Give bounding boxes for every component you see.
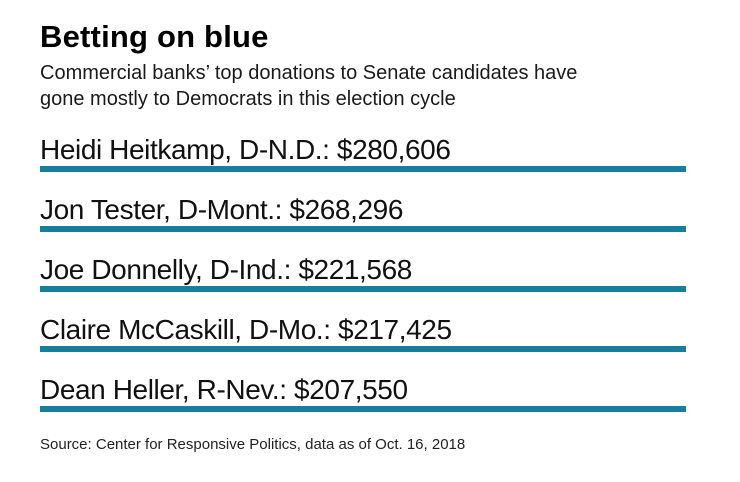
donation-row: Dean Heller, R-Nev.: $207,550 [40,376,686,412]
donation-row: Joe Donnelly, D-Ind.: $221,568 [40,256,686,292]
donation-row: Heidi Heitkamp, D-N.D.: $280,606 [40,136,686,172]
donation-row-label: Claire McCaskill, D-Mo.: $217,425 [40,314,452,345]
chart-title: Betting on blue [40,19,269,54]
divider-rule [40,226,686,232]
donation-row-label: Joe Donnelly, D-Ind.: $221,568 [40,254,412,285]
chart-subtitle: Commercial banks’ top donations to Senat… [40,62,578,110]
divider-rule [40,346,686,352]
donation-row: Jon Tester, D-Mont.: $268,296 [40,196,686,232]
divider-rule [40,406,686,412]
donation-row-label: Heidi Heitkamp, D-N.D.: $280,606 [40,134,451,165]
donation-row: Claire McCaskill, D-Mo.: $217,425 [40,316,686,352]
donation-row-label: Jon Tester, D-Mont.: $268,296 [40,194,403,225]
donation-list: Heidi Heitkamp, D-N.D.: $280,606 Jon Tes… [40,136,686,412]
donation-row-label: Dean Heller, R-Nev.: $207,550 [40,374,408,405]
divider-rule [40,166,686,172]
source-note: Source: Center for Responsive Politics, … [40,436,466,453]
divider-rule [40,286,686,292]
